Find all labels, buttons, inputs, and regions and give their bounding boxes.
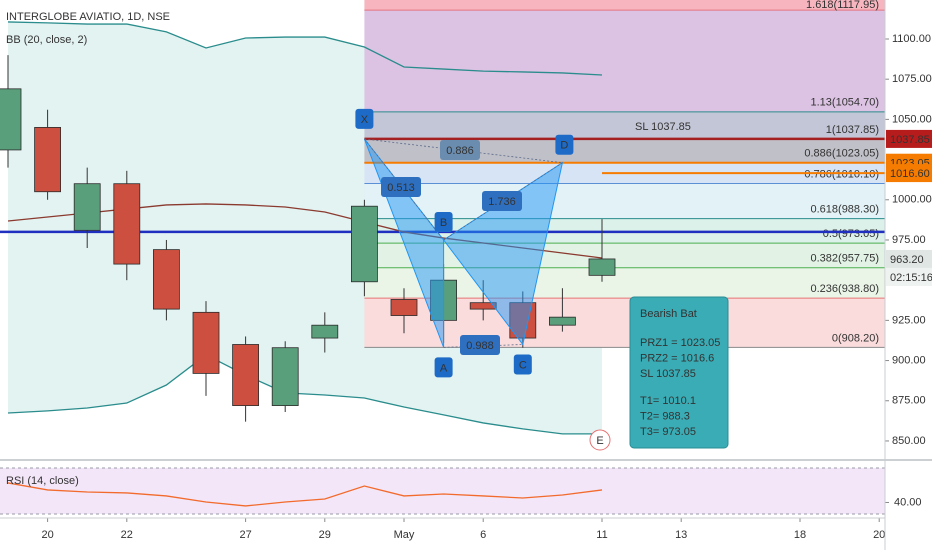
fib-label: 0(908.20): [832, 332, 879, 344]
x-tick-label: 20: [41, 529, 53, 541]
fib-zone: [364, 0, 885, 11]
x-tick-label: 6: [480, 529, 486, 541]
fib-label: 1(1037.85): [826, 124, 879, 136]
indicator-line: [7, 354, 602, 435]
pattern-point: [513, 354, 532, 375]
note-line: SL 1037.85: [640, 368, 696, 380]
note-box: [629, 296, 729, 449]
x-tick-label: May: [394, 529, 415, 541]
price-tag-label: 1016.60: [890, 168, 930, 180]
x-tick-label: 13: [675, 529, 687, 541]
candle-body: [271, 347, 299, 406]
rsi-line: [7, 482, 603, 507]
candle-body: [549, 316, 576, 326]
x-tick-label: 11: [596, 529, 607, 541]
note-line: PRZ2 = 1016.6: [640, 352, 714, 364]
y-tick-label: 1050.00: [892, 113, 932, 125]
pattern-label: X: [361, 114, 369, 126]
x-tick-label: 29: [319, 529, 331, 541]
candle-body: [350, 205, 378, 283]
ratio-box: [482, 191, 522, 211]
fib-zone: [364, 138, 885, 163]
candle-body: [390, 299, 418, 316]
pattern-ratio-line: [443, 344, 523, 348]
rsi-title: RSI (14, close): [6, 475, 79, 487]
price-tag-label: 963.20: [890, 254, 924, 266]
indicator-line: [7, 21, 603, 76]
fib-zone: [364, 111, 885, 139]
x-tick-label: 20: [873, 529, 885, 541]
pattern-ratio-line: [364, 138, 563, 164]
ratio-label: 0.513: [387, 182, 415, 194]
rsi-tick-label: 40.00: [894, 496, 922, 508]
rsi-band: [0, 467, 885, 514]
y-tick-label: 875.00: [892, 395, 926, 407]
ratio-label: 0.886: [446, 145, 474, 157]
e-marker: [589, 429, 611, 451]
x-tick-label: 18: [794, 529, 806, 541]
note-line: T1= 1010.1: [640, 395, 696, 407]
fib-label: 0.886(1023.05): [804, 148, 879, 160]
sl-label: SL 1037.85: [635, 121, 691, 133]
note-title: Bearish Bat: [640, 308, 697, 320]
y-tick-label: 900.00: [892, 354, 926, 366]
pattern-label: B: [440, 217, 447, 229]
note-line: PRZ1 = 1023.05: [640, 337, 720, 349]
ratio-box: [460, 335, 500, 355]
y-tick-label: 1100.00: [892, 33, 931, 45]
fib-label: 0.236(938.80): [811, 283, 880, 295]
pattern-point: [555, 134, 574, 155]
pattern-point: [355, 108, 374, 129]
candle-body: [113, 183, 141, 265]
y-tick-label: 925.00: [892, 314, 926, 326]
y-tick-label: 1000.00: [892, 194, 932, 206]
candle-body: [232, 344, 260, 406]
pattern-label: A: [440, 362, 448, 374]
e-label: E: [596, 435, 603, 447]
candle-body: [0, 88, 22, 151]
pattern-point: [434, 211, 453, 232]
pattern-label: D: [560, 140, 568, 152]
candle-body: [34, 127, 61, 193]
chart-title: INTERGLOBE AVIATIO, 1D, NSE: [6, 11, 170, 23]
candle-body: [192, 311, 220, 374]
fib-label: 0.5(973.05): [823, 228, 879, 240]
candle-body: [73, 183, 101, 231]
x-tick-label: 22: [121, 529, 133, 541]
ratio-box: [381, 177, 421, 197]
price-tag: [886, 164, 932, 183]
note-line: T2= 988.3: [640, 410, 690, 422]
ratio-label: 1.736: [488, 196, 516, 208]
countdown: 02:15:16: [890, 272, 932, 284]
countdown-box: [886, 267, 932, 286]
y-tick-label: 975.00: [892, 234, 926, 246]
candle-body: [588, 258, 616, 276]
y-tick-label: 850.00: [892, 435, 926, 447]
ratio-label: 0.988: [466, 340, 494, 352]
note-line: T3= 973.05: [640, 426, 696, 438]
fib-label: 0.382(957.75): [811, 253, 880, 265]
y-tick-label: 1075.00: [892, 73, 932, 85]
price-tag: [886, 129, 932, 148]
pattern-label: C: [519, 359, 527, 371]
candle-body: [311, 324, 339, 339]
price-tag: [886, 249, 932, 268]
fib-label: 1.13(1054.70): [811, 97, 880, 109]
ratio-box: [440, 140, 480, 160]
fib-zone: [364, 10, 885, 112]
fib-label: 0.618(988.30): [811, 203, 880, 215]
x-tick-label: 27: [239, 529, 251, 541]
candle-body: [152, 249, 180, 310]
fib-label: 1.618(1117.95): [806, 0, 879, 11]
fib-label: 0.786(1010.10): [804, 168, 879, 180]
pattern-point: [434, 357, 453, 378]
price-tag-label: 1037.85: [890, 134, 930, 146]
indicator-title: BB (20, close, 2): [6, 34, 87, 46]
